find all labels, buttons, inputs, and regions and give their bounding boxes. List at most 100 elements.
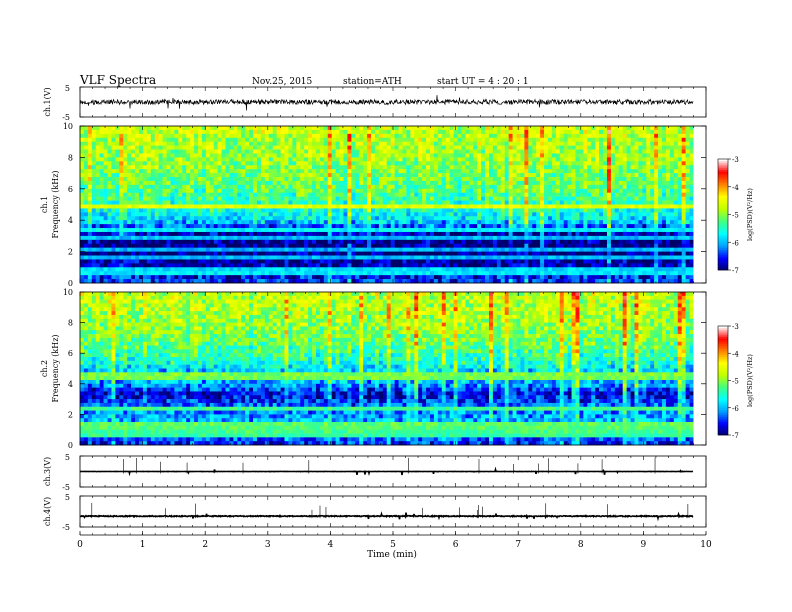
spectrogram-cell [367, 208, 372, 213]
spectrogram-cell [563, 169, 568, 174]
spectrogram-cell [430, 173, 435, 178]
spectrogram-cell [516, 228, 521, 233]
spectrogram-cell [367, 161, 372, 166]
spectrogram-cell [638, 224, 643, 229]
spectrogram-cell [378, 228, 384, 233]
spectrogram-cell [315, 239, 321, 245]
spectrogram-cell [170, 220, 175, 225]
spectrogram-cell [430, 220, 435, 225]
spectrogram-cell [312, 129, 317, 135]
spectrogram-cell [146, 247, 152, 252]
spectrogram-cell [205, 220, 211, 225]
spectrogram-cell [95, 196, 100, 201]
spectrogram-cell [142, 188, 148, 194]
spectrogram-cell [138, 188, 144, 194]
spectrogram-cell [606, 161, 612, 166]
spectrogram-cell [233, 200, 238, 205]
spectrogram-cell [457, 228, 462, 233]
spectrogram-cell [119, 188, 124, 194]
spectrogram-cell [630, 231, 635, 237]
spectrogram-cell [410, 220, 415, 225]
spectrogram-cell [288, 169, 293, 174]
spectrogram-cell [504, 231, 509, 237]
spectrogram-cell [233, 235, 238, 241]
spectrogram-cell [135, 231, 140, 237]
spectrogram-cell [103, 173, 108, 178]
spectrogram-cell [284, 177, 289, 182]
spectrogram-cell [327, 184, 332, 190]
spectrogram-cell [673, 169, 679, 174]
spectrogram-cell [288, 184, 293, 190]
spectrogram-cell [91, 220, 97, 225]
spectrogram-cell [477, 161, 482, 166]
spectrogram-cell [103, 149, 108, 154]
spectrogram-cell [312, 243, 317, 248]
spectrogram-cell [197, 231, 203, 237]
spectrogram-cell [418, 204, 423, 209]
spectrogram-cell [190, 153, 195, 158]
spectrogram-cell [150, 239, 156, 245]
spectrogram-cell [209, 200, 214, 205]
spectrogram-cell [190, 173, 195, 178]
spectrogram-cell [634, 192, 639, 197]
spectrogram-cell [457, 157, 462, 162]
spectrogram-cell [119, 200, 124, 205]
spectrogram-cell [351, 129, 356, 135]
spectrogram-cell [221, 177, 226, 182]
spectrogram-cell [492, 133, 498, 139]
spectrogram-cell [575, 157, 580, 162]
spectrogram-cell [339, 184, 344, 190]
spectrogram-cell [610, 165, 616, 170]
spectrogram-cell [492, 212, 498, 217]
spectrogram-cell [186, 231, 191, 237]
spectrogram-cell [516, 212, 521, 217]
spectrogram-cell [138, 239, 144, 245]
spectrogram-cell [292, 212, 297, 217]
spectrogram-cell [374, 149, 380, 154]
spectrogram-cell [465, 239, 470, 245]
spectrogram-cell [146, 126, 152, 131]
spectrogram-cell [217, 137, 222, 142]
spectrogram-cell [512, 216, 517, 221]
spectrogram-cell [618, 169, 623, 174]
spectrogram-cell [634, 228, 639, 233]
spectrogram-cell [123, 247, 128, 252]
spectrogram-cell [327, 145, 332, 150]
spectrogram-cell [650, 243, 655, 248]
spectrogram-cell [567, 133, 572, 139]
spectrogram-cell [229, 161, 234, 166]
spectrogram-cell [225, 137, 230, 142]
spectrogram-cell [205, 157, 211, 162]
spectrogram-cell [241, 141, 246, 146]
spectrogram-cell [540, 126, 545, 131]
spectrogram-cell [319, 184, 325, 190]
spectrogram-cell [201, 180, 207, 186]
spectrogram-cell [245, 239, 250, 245]
spectrogram-cell [268, 188, 273, 194]
spectrogram-cell [111, 145, 116, 150]
spectrogram-cell [599, 153, 604, 158]
spectrogram-cell [221, 165, 226, 170]
spectrogram-cell [433, 188, 439, 194]
spectrogram-cell [520, 204, 525, 209]
spectrogram-cell [170, 173, 175, 178]
spectrogram-cell [359, 173, 364, 178]
spectrogram-cell [669, 220, 675, 225]
spectrogram-cell [229, 157, 234, 162]
spectrogram-cell [225, 126, 230, 131]
spectrogram-cell [272, 149, 277, 154]
spectrogram-cell [681, 149, 686, 154]
spectrogram-cell [268, 208, 273, 213]
spectrogram-cell [473, 188, 478, 194]
spectrogram-cell [477, 216, 482, 221]
spectrogram-cell [205, 208, 211, 213]
spectrogram-cell [260, 137, 266, 142]
spectrogram-cells [80, 126, 694, 284]
spectrogram-cell [658, 220, 663, 225]
spectrogram-cell [426, 239, 431, 245]
spectrogram-cell [488, 188, 494, 194]
spectrogram-cell [300, 141, 305, 146]
spectrogram-cell [186, 224, 191, 229]
spectrogram-cell [654, 184, 659, 190]
spectrogram-cell [378, 173, 384, 178]
